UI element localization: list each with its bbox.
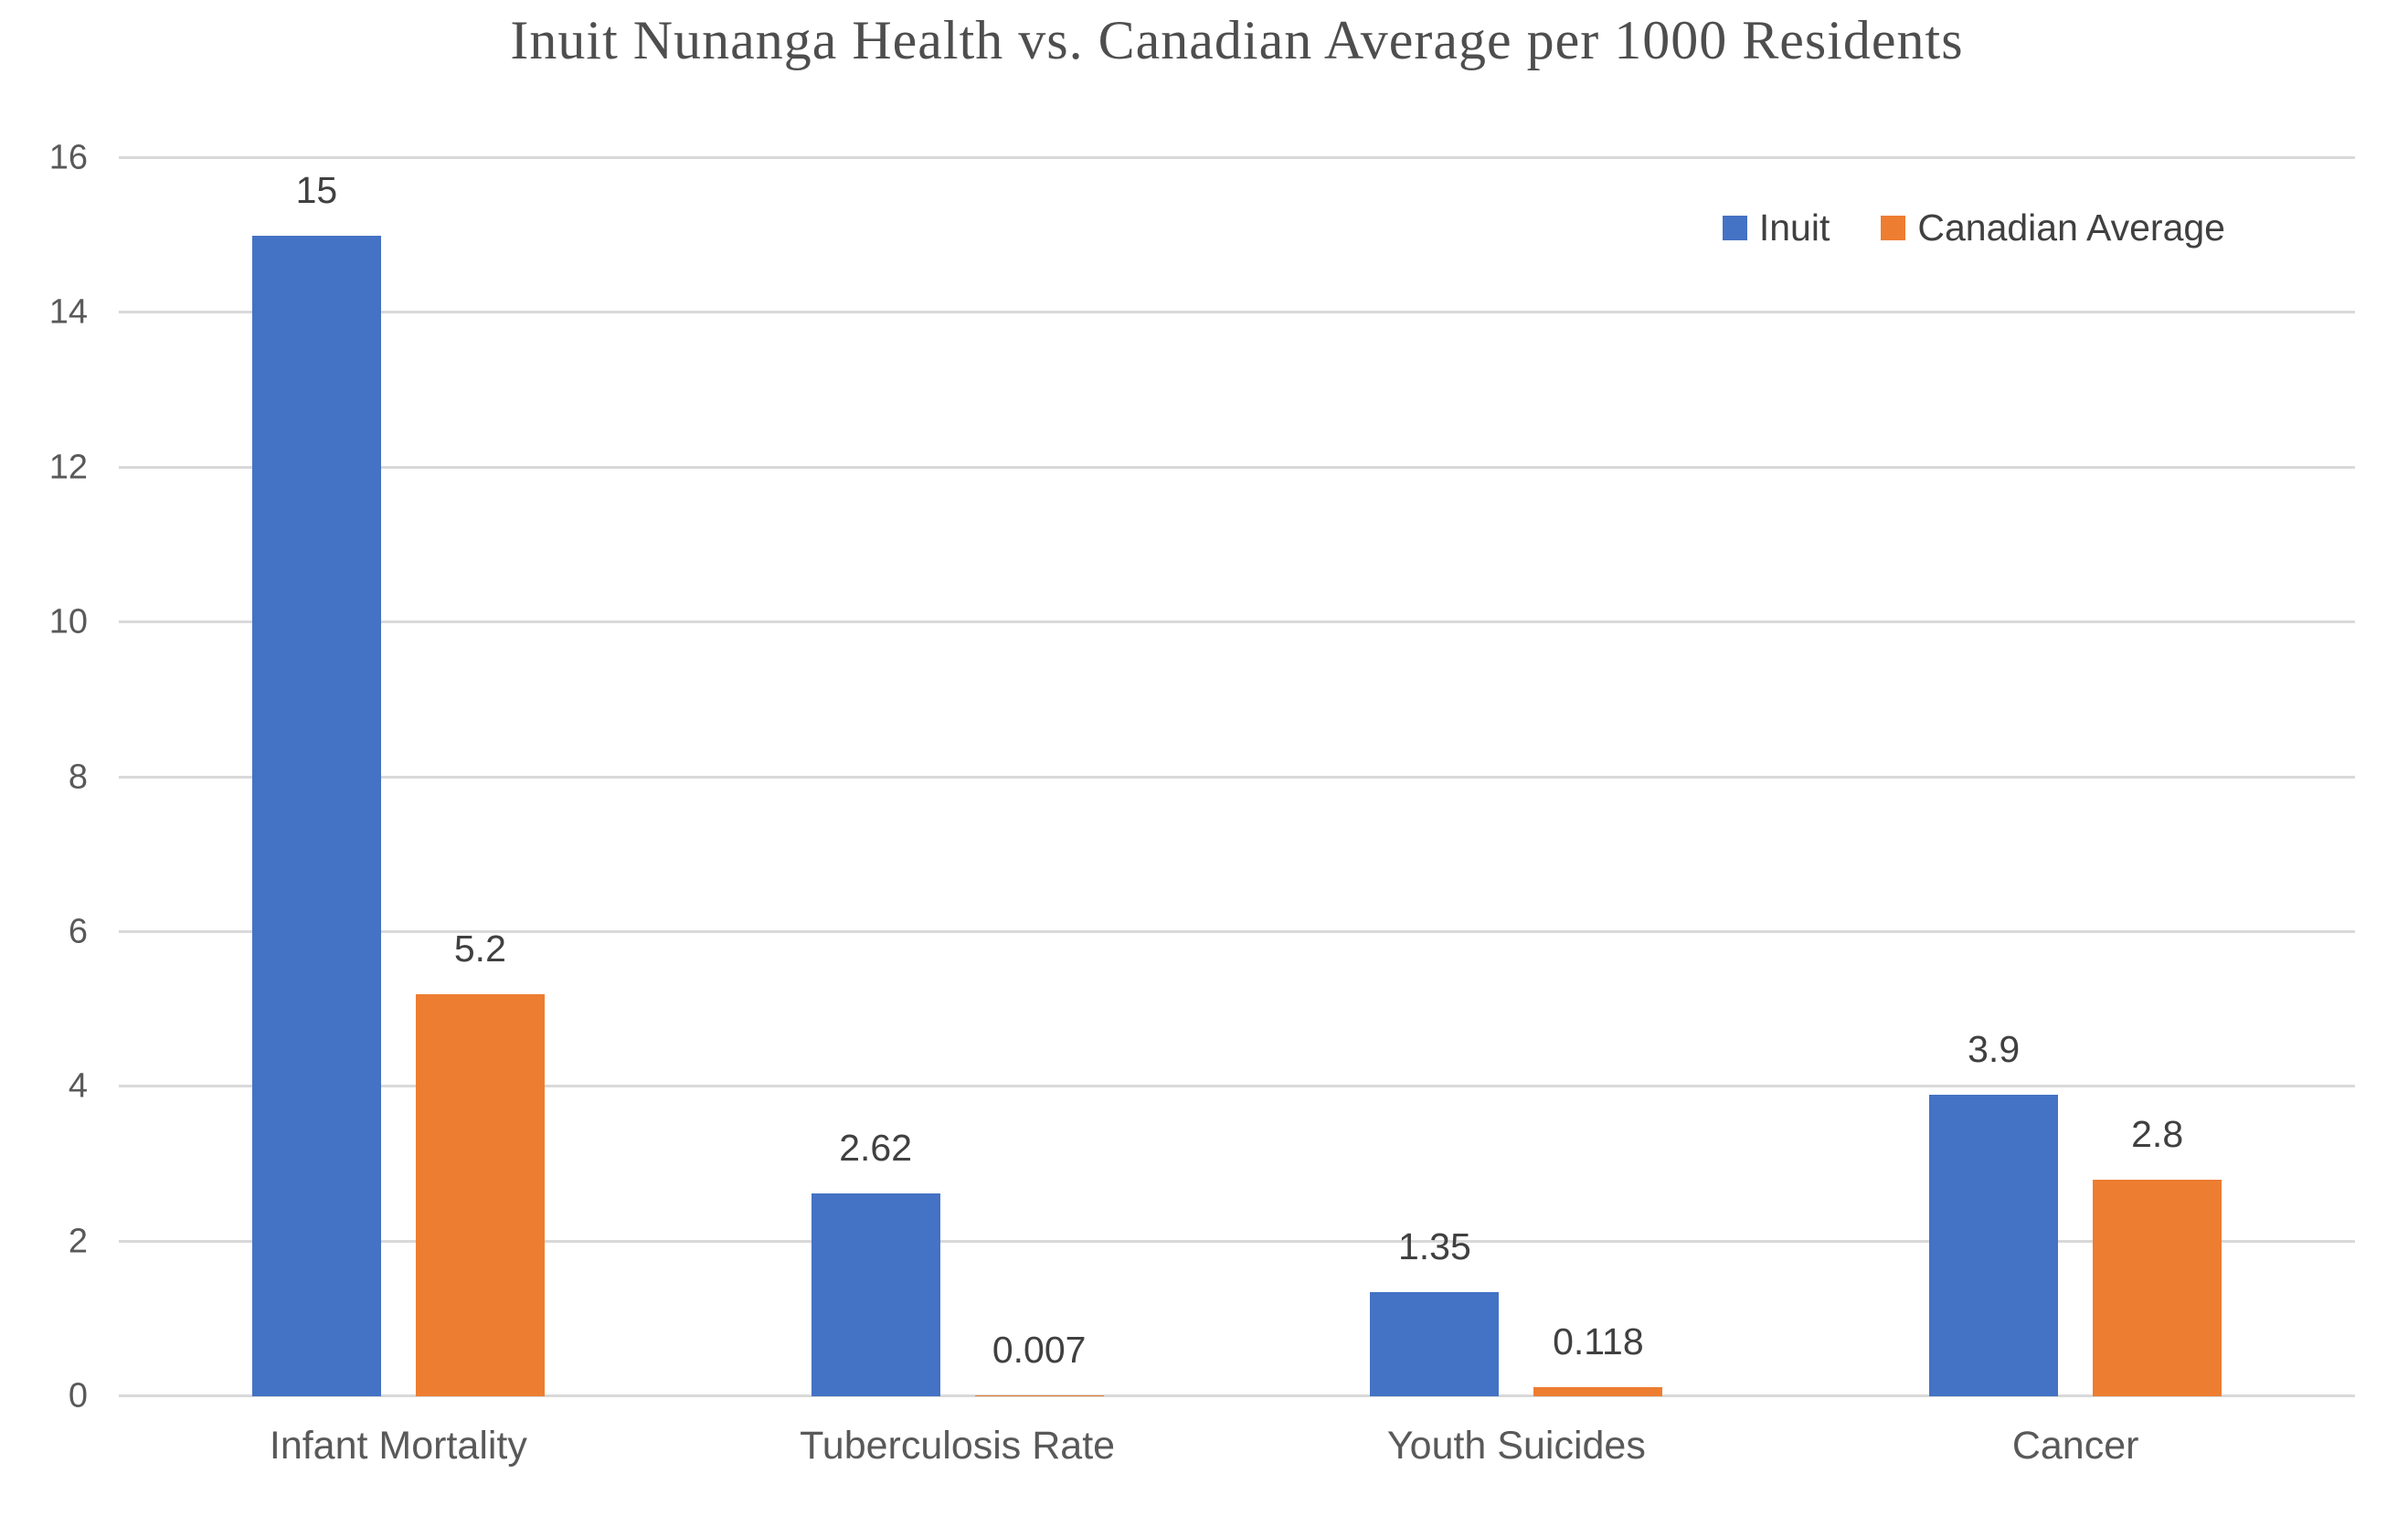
gridline — [119, 620, 2355, 624]
y-tick-label: 6 — [68, 912, 88, 951]
bar-value-label: 0.007 — [992, 1329, 1087, 1372]
bar-value-label: 1.35 — [1397, 1224, 1471, 1267]
legend-item: Inuit — [1722, 207, 1830, 249]
y-tick-label: 0 — [68, 1376, 88, 1415]
bar-inuit: 3.9 — [1929, 1028, 2059, 1396]
bar-canadian-average: 2.8 — [2093, 1113, 2222, 1396]
bar-value-label: 2.62 — [839, 1127, 913, 1170]
bar-group: 1.35 0.118 — [1237, 158, 1797, 1396]
bar-value-label: 3.9 — [1968, 1027, 2021, 1070]
legend-label: Inuit — [1758, 207, 1830, 249]
category-label: Tuberculosis Rate — [800, 1424, 1116, 1468]
plot-area: 15 5.2 2.62 0.007 1.35 0.118 3.9 2.8 — [119, 156, 2355, 1397]
category-label: Youth Suicides — [1386, 1424, 1646, 1468]
gridline — [119, 1394, 2355, 1397]
bar-canadian-average: 5.2 — [415, 928, 545, 1396]
gridline — [119, 311, 2355, 314]
bar-group: 2.62 0.007 — [678, 158, 1237, 1396]
category-label: Cancer — [2011, 1424, 2139, 1468]
gridline — [119, 465, 2355, 469]
gridline — [119, 1085, 2355, 1088]
legend-item: Canadian Average — [1881, 207, 2225, 249]
y-tick-label: 4 — [68, 1066, 88, 1106]
y-tick-label: 10 — [48, 602, 88, 641]
bar-group: 15 5.2 — [119, 158, 678, 1396]
legend-swatch-icon — [1722, 216, 1747, 240]
bar-inuit: 15 — [251, 169, 381, 1396]
chart-title: Inuit Nunanga Health vs. Canadian Averag… — [510, 10, 1964, 70]
gridline — [119, 1239, 2355, 1243]
legend-label: Canadian Average — [1917, 207, 2225, 249]
bar-canadian-average: 0.118 — [1533, 1320, 1663, 1396]
y-axis: 0 2 4 6 8 10 12 14 16 — [0, 139, 88, 1415]
bar-group: 3.9 2.8 — [1796, 158, 2355, 1396]
bar-inuit: 1.35 — [1370, 1225, 1500, 1396]
y-tick-label: 12 — [48, 448, 88, 487]
y-tick-label: 14 — [48, 292, 88, 332]
x-axis: Infant Mortality Tuberculosis Rate Youth S… — [119, 1396, 2355, 1506]
y-tick-label: 8 — [68, 758, 88, 796]
category-label: Infant Mortality — [269, 1424, 527, 1468]
legend: Inuit Canadian Average — [1722, 207, 2225, 249]
y-tick-label: 16 — [48, 138, 88, 177]
gridline — [119, 929, 2355, 933]
bar-value-label: 15 — [295, 168, 338, 211]
bar-value-label: 0.118 — [1553, 1320, 1644, 1363]
gridline — [119, 156, 2355, 159]
bar-canadian-average: 0.007 — [974, 1329, 1104, 1396]
legend-swatch-icon — [1881, 216, 1906, 240]
bar-value-label: 5.2 — [453, 927, 506, 970]
bar-inuit: 2.62 — [811, 1127, 940, 1396]
bar-value-label: 2.8 — [2131, 1112, 2184, 1155]
gridline — [119, 775, 2355, 779]
y-tick-label: 2 — [68, 1222, 88, 1261]
